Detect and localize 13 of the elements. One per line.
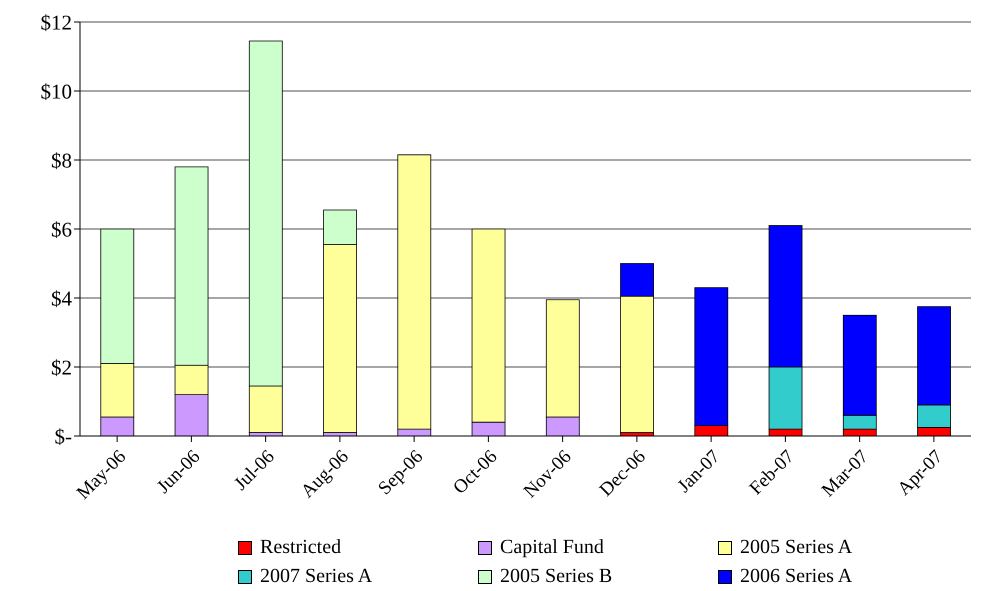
y-tick-label: $2 <box>51 355 72 380</box>
y-tick-label: $4 <box>51 286 72 310</box>
legend-label: 2005 Series A <box>740 536 852 559</box>
legend-label: 2006 Series A <box>740 565 852 588</box>
y-tick-label: $10 <box>40 79 72 104</box>
legend-label: 2007 Series A <box>260 565 372 588</box>
y-tick-label: $6 <box>51 217 72 242</box>
y-tick-label: $8 <box>51 148 72 172</box>
legend-label: Capital Fund <box>500 536 604 559</box>
y-tick-label: $12 <box>40 10 72 34</box>
legend-label: 2005 Series B <box>500 565 612 588</box>
y-tick-label: $- <box>54 424 72 448</box>
legend-label: Restricted <box>260 536 342 559</box>
